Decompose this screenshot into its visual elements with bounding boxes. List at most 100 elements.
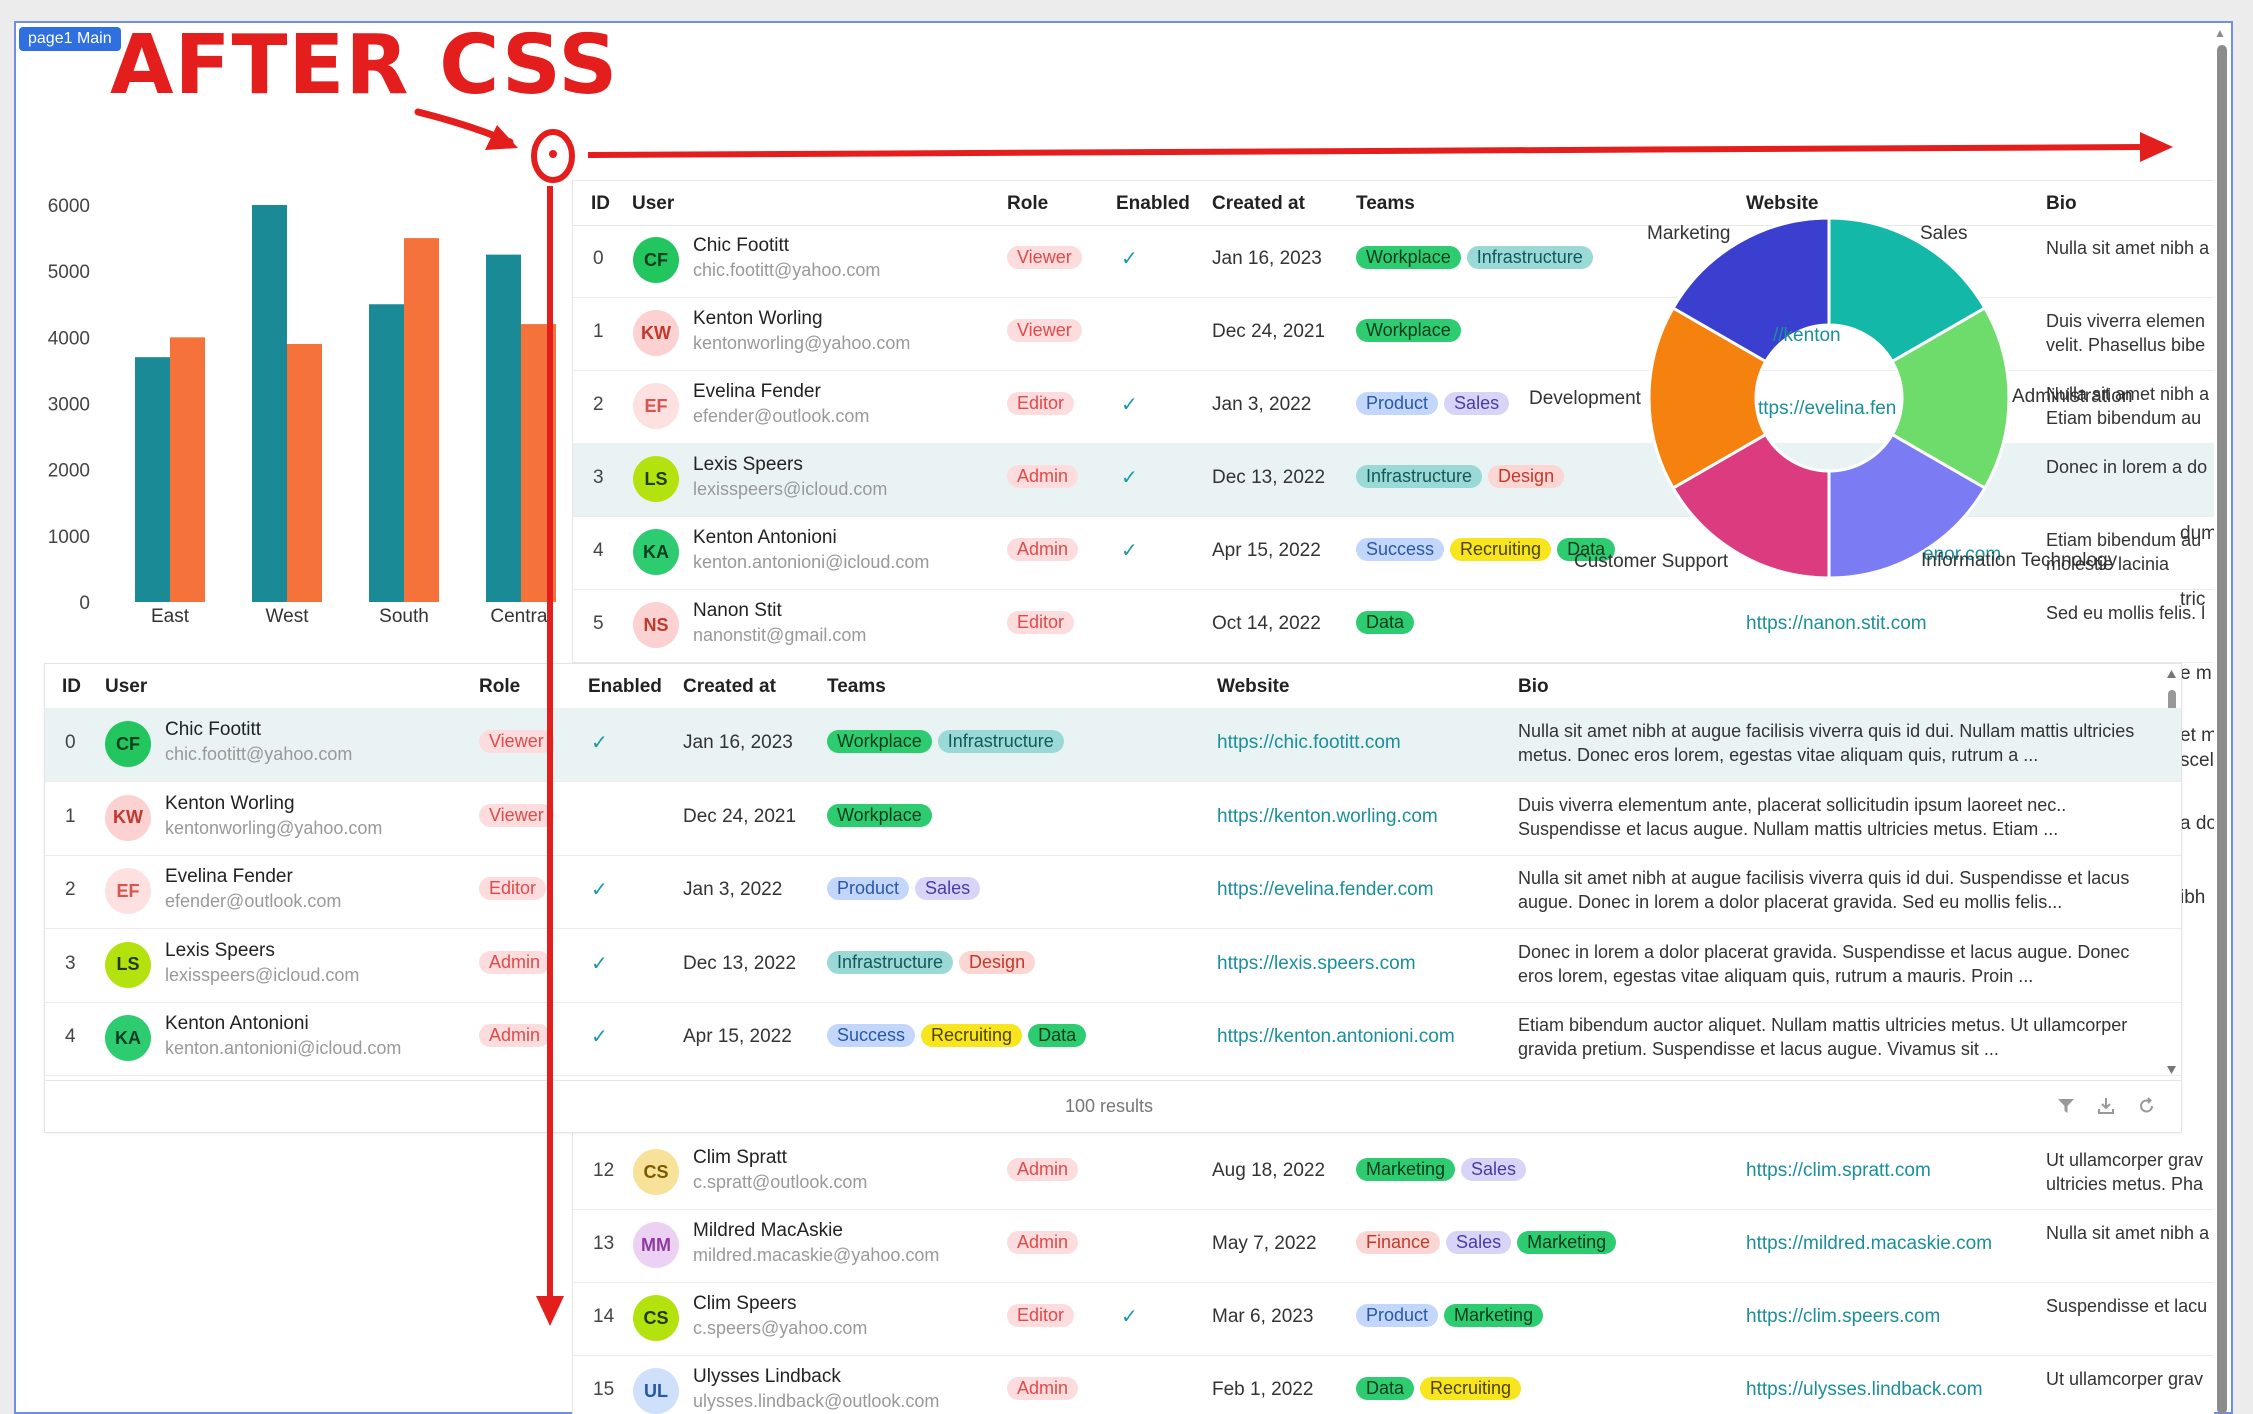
team-tags: Finance Sales Marketing — [1356, 1231, 1622, 1254]
website-link[interactable]: https://kenton.worling.com — [1217, 805, 1438, 827]
website-link[interactable]: https://chic.footitt.com — [1217, 732, 1401, 753]
created-date: Aug 18, 2022 — [1212, 1160, 1326, 1181]
x-tick-label: South — [379, 606, 429, 627]
team-tags: Data — [1356, 611, 1420, 634]
avatar: EF — [105, 868, 151, 914]
website-link[interactable]: https://nanon.stit.com — [1746, 613, 1927, 634]
row-id: 14 — [593, 1306, 615, 1327]
website-link[interactable]: https://kenton.antonioni.com — [1217, 1026, 1455, 1047]
front-col-bio[interactable]: Bio — [1518, 676, 1549, 697]
role-badge: Viewer — [1007, 246, 1082, 269]
team-tag: Recruiting — [1450, 538, 1552, 561]
front-col-teams[interactable]: Teams — [827, 676, 886, 697]
filter-icon[interactable] — [2056, 1096, 2076, 1116]
bio-text: Nulla sit amet nibh a — [2046, 1223, 2210, 1243]
website-link[interactable]: https://lexis.speers.com — [1217, 952, 1416, 974]
scroll-up-arrow[interactable]: ▲ — [2214, 26, 2226, 40]
table-row[interactable]: 4 KA Kenton Antonioni kenton.antonioni@iclo… — [573, 516, 2214, 590]
x-tick-label: East — [151, 606, 190, 627]
enabled-check-icon: ✓ — [1121, 540, 1138, 562]
page-scrollbar[interactable] — [2217, 45, 2227, 1414]
results-count: 100 results — [1065, 1096, 1154, 1116]
donut-slice[interactable] — [1827, 432, 1987, 580]
front-table-scrollbar[interactable] — [2162, 664, 2181, 1080]
bar[interactable] — [170, 337, 205, 602]
col-website[interactable]: Website — [1746, 193, 1819, 214]
enabled-check-icon: ✓ — [591, 1026, 608, 1048]
row-id: 5 — [593, 613, 604, 634]
bio-text: Etiam bibendum auctor aliquet. Nullam ma… — [1518, 1015, 2128, 1059]
donut-slice[interactable] — [1827, 216, 1987, 364]
role-badge: Editor — [1007, 611, 1075, 634]
role-badge: Viewer — [479, 803, 554, 827]
table-row[interactable]: 12 CS Clim Spratt c.spratt@outlook.com Admin… — [573, 1136, 2214, 1210]
bio-text: Duis viverra elemen velit. Phasellus bib… — [2046, 311, 2206, 355]
created-date: Jan 16, 2023 — [683, 732, 793, 753]
table-row[interactable]: 5 NS Nanon Stit nanonstit@gmail.com Editor Oc… — [573, 589, 2214, 663]
bar[interactable] — [486, 254, 521, 602]
website-link-partial[interactable]: enor.com — [1923, 544, 2002, 565]
bar[interactable] — [521, 324, 556, 602]
donut-slice[interactable] — [1647, 305, 1768, 491]
front-col-website[interactable]: Website — [1217, 676, 1290, 697]
website-link[interactable]: https://evelina.fender.com — [1217, 879, 1434, 900]
team-tag: Product — [1356, 1304, 1439, 1327]
team-tag: Workplace — [827, 730, 932, 753]
bio-text: Sed eu mollis felis. l — [2046, 603, 2206, 623]
table-row[interactable]: 1 KW Kenton Worling kentonworling@yahoo.com… — [45, 782, 2181, 856]
front-table-header: ID User Role Enabled Created at Teams We… — [45, 664, 2181, 709]
table-row[interactable]: 0 CF Chic Footitt chic.footitt@yahoo.com Vie… — [45, 708, 2181, 782]
donut-slice[interactable] — [1671, 216, 1831, 364]
team-tags: Workplace Infrastructure — [827, 730, 1070, 753]
table-row[interactable]: 3 LS Lexis Speers lexisspeers@icloud.com Adm… — [45, 929, 2181, 1003]
col-enabled[interactable]: Enabled — [1116, 193, 1190, 214]
website-link-partial[interactable]: //kenton — [1773, 325, 1841, 346]
bar[interactable] — [369, 304, 404, 602]
download-icon[interactable] — [2096, 1096, 2116, 1116]
role-badge: Editor — [479, 877, 547, 900]
table-row[interactable]: 2 EF Evelina Fender efender@outlook.com Edit… — [573, 370, 2214, 444]
user-email: efender@outlook.com — [165, 891, 342, 911]
website-link[interactable]: https://clim.spratt.com — [1746, 1160, 1931, 1181]
table-row[interactable]: 14 CS Clim Speers c.speers@yahoo.com Editor ✓… — [573, 1282, 2214, 1356]
donut-slice[interactable] — [1671, 432, 1831, 580]
row-id: 1 — [593, 321, 604, 342]
front-table-footer: 100 results — [45, 1080, 2181, 1132]
col-role[interactable]: Role — [1007, 193, 1049, 214]
col-teams[interactable]: Teams — [1356, 193, 1415, 214]
table-row[interactable]: 15 UL Ulysses Lindback ulysses.lindback@out… — [573, 1355, 2214, 1414]
website-link[interactable]: https://ulysses.lindback.com — [1746, 1379, 1983, 1400]
col-id[interactable]: ID — [591, 193, 610, 214]
team-tag: Infrastructure — [937, 730, 1064, 753]
donut-label: Sales — [1920, 223, 1968, 244]
website-link-partial[interactable]: ttps://evelina.fen — [1758, 398, 1897, 419]
col-user[interactable]: User — [632, 193, 675, 214]
front-col-role[interactable]: Role — [479, 676, 521, 697]
page-badge: page1 Main — [19, 27, 121, 51]
website-link[interactable]: https://mildred.macaskie.com — [1746, 1233, 1993, 1254]
table-row[interactable]: 1 KW Kenton Worling kentonworling@yahoo.com… — [573, 297, 2214, 371]
website-link[interactable]: https://clim.speers.com — [1746, 1306, 1941, 1327]
front-col-user[interactable]: User — [105, 676, 148, 697]
front-col-created[interactable]: Created at — [683, 676, 776, 697]
col-created[interactable]: Created at — [1212, 193, 1305, 214]
table-row[interactable]: 0 CF Chic Footitt chic.footitt@yahoo.com Vie… — [573, 224, 2214, 298]
user-name: Lexis Speers — [165, 939, 275, 961]
bar[interactable] — [404, 238, 439, 602]
table-row[interactable]: 4 KA Kenton Antonioni kenton.antonioni@iclo… — [45, 1002, 2181, 1076]
donut-label: Customer Support — [1574, 551, 1729, 572]
front-col-id[interactable]: ID — [62, 676, 81, 697]
user-email: lexisspeers@icloud.com — [165, 964, 360, 985]
created-date: Mar 6, 2023 — [1212, 1306, 1314, 1327]
reset-icon[interactable] — [2137, 1096, 2157, 1116]
user-email: c.spratt@outlook.com — [693, 1172, 868, 1192]
col-bio[interactable]: Bio — [2046, 193, 2077, 214]
bar[interactable] — [287, 343, 322, 602]
table-row[interactable]: 13 MM Mildred MacAskie mildred.macaskie@yah… — [573, 1209, 2214, 1283]
front-col-enabled[interactable]: Enabled — [588, 676, 662, 697]
donut-slice[interactable] — [1890, 305, 2011, 491]
table-row[interactable]: 2 EF Evelina Fender efender@outlook.com Edit… — [45, 855, 2181, 929]
bar[interactable] — [252, 205, 287, 602]
bar[interactable] — [135, 357, 170, 602]
created-date: Jan 3, 2022 — [683, 879, 783, 900]
